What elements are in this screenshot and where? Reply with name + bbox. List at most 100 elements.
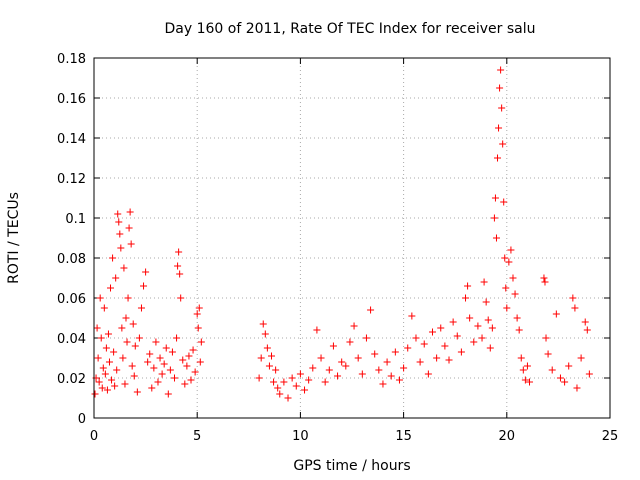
data-point [117,244,125,252]
data-point [137,304,145,312]
data-point [544,350,552,358]
data-point [474,322,482,330]
data-point [194,324,202,332]
data-point [168,348,176,356]
y-tick-label: 0.16 [57,92,86,107]
data-point [130,372,138,380]
data-point [124,294,132,302]
data-point [191,368,199,376]
data-point [109,254,117,262]
data-point [462,294,470,302]
data-point [470,338,478,346]
data-point [561,378,569,386]
data-point [97,334,105,342]
y-tick-label: 0.08 [57,252,86,267]
y-axis-label: ROTI / TECUs [6,192,22,284]
data-point [164,390,172,398]
data-point [110,348,118,356]
data-point [354,354,362,362]
data-point [187,376,195,384]
data-point [96,294,104,302]
data-point [272,366,280,374]
data-point [122,314,130,322]
chart-title: Day 160 of 2011, Rate Of TEC Index for r… [164,21,535,37]
data-point [114,210,122,218]
y-tick-label: 0 [78,412,86,427]
data-point [128,362,136,370]
data-point [569,294,577,302]
y-tick-label: 0.14 [57,132,86,147]
data-point [274,384,282,392]
data-point [263,344,271,352]
data-point [176,270,184,278]
data-point [338,358,346,366]
data-point [556,374,564,382]
data-point [498,104,506,112]
data-point [115,218,123,226]
data-point [317,354,325,362]
x-tick-label: 10 [292,429,309,444]
data-point [154,378,162,386]
data-point [552,310,560,318]
data-point [107,284,115,292]
data-point [301,386,309,394]
data-point [126,208,134,216]
data-point [309,364,317,372]
data-point [268,352,276,360]
data-point [502,284,510,292]
data-point [497,66,505,74]
y-tick-label: 0.02 [57,372,86,387]
data-point [513,314,521,322]
data-point [515,326,523,334]
y-tick-label: 0.18 [57,52,86,67]
data-point [526,378,534,386]
data-point [509,274,517,282]
data-point [148,384,156,392]
data-point [127,240,135,248]
data-point [496,84,504,92]
data-point [548,366,556,374]
data-point [103,386,111,394]
data-point [583,326,591,334]
x-tick-label: 20 [499,429,516,444]
data-point [571,304,579,312]
data-point [305,376,313,384]
data-point [482,298,490,306]
data-point [95,378,103,386]
data-point [118,324,126,332]
data-point [523,362,531,370]
data-point [420,340,428,348]
x-tick-label: 0 [90,429,98,444]
data-point [261,330,269,338]
data-point [108,376,116,384]
data-point [577,354,585,362]
data-point [490,214,498,222]
data-point [565,362,573,370]
data-point [464,282,472,290]
data-point [491,194,499,202]
data-point [175,248,183,256]
data-point [585,370,593,378]
data-point [511,290,519,298]
data-point [173,334,181,342]
data-point [480,278,488,286]
x-tick-label: 15 [395,429,412,444]
data-point [494,154,502,162]
data-point [91,390,99,398]
data-point [98,384,106,392]
data-point [125,224,133,232]
data-point [160,360,168,368]
data-point [257,354,265,362]
x-axis-label: GPS time / hours [293,458,410,474]
data-point [428,328,436,336]
data-point [395,376,403,384]
data-point [123,338,131,346]
y-tick-label: 0.1 [65,212,86,227]
data-point [437,324,445,332]
data-point [495,124,503,132]
x-tick-label: 5 [193,429,201,444]
data-point [193,310,201,318]
data-point [112,274,120,282]
data-point [135,334,143,342]
data-point [416,358,424,366]
